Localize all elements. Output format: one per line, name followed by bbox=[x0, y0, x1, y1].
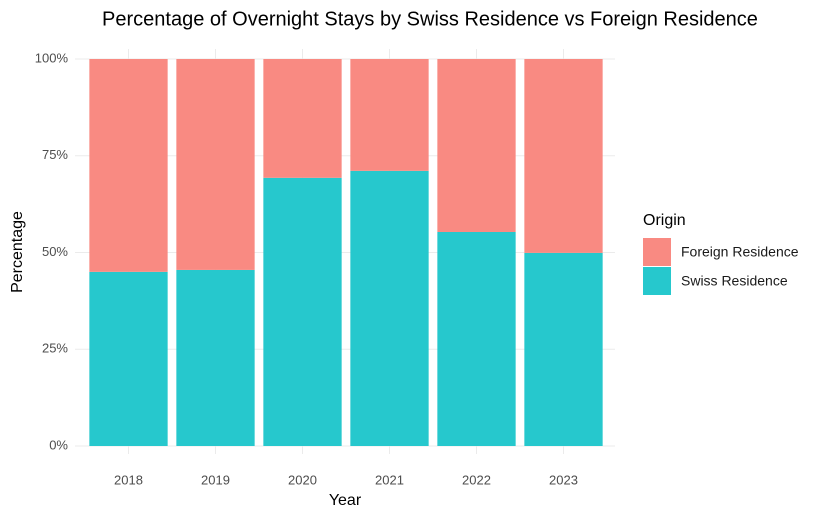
y-tick-label: 75% bbox=[42, 147, 68, 162]
bar-segment bbox=[350, 170, 429, 446]
bar-segment bbox=[524, 59, 603, 253]
bar-segment bbox=[176, 269, 255, 446]
y-tick-label: 100% bbox=[35, 50, 69, 65]
y-tick-label: 0% bbox=[49, 437, 68, 452]
x-tick-label: 2018 bbox=[114, 472, 143, 487]
bar-segment bbox=[524, 252, 603, 446]
x-tick-label: 2019 bbox=[201, 472, 230, 487]
x-tick-label: 2022 bbox=[462, 472, 491, 487]
legend-label: Foreign Residence bbox=[681, 244, 799, 260]
bar-segment bbox=[437, 231, 516, 446]
x-tick-label: 2020 bbox=[288, 472, 317, 487]
bar-segment bbox=[437, 59, 516, 232]
legend-title: Origin bbox=[643, 212, 686, 229]
bar-segment bbox=[89, 59, 168, 272]
legend-swatch bbox=[643, 238, 671, 266]
bar-segment bbox=[89, 271, 168, 446]
x-axis-title: Year bbox=[329, 492, 362, 509]
chart-title: Percentage of Overnight Stays by Swiss R… bbox=[102, 8, 758, 30]
bar-segment bbox=[350, 59, 429, 171]
x-tick-label: 2021 bbox=[375, 472, 404, 487]
y-tick-label: 50% bbox=[42, 244, 68, 259]
bar-segment bbox=[263, 177, 342, 446]
y-tick-label: 25% bbox=[42, 341, 68, 356]
bar-segment bbox=[263, 59, 342, 178]
bar-segment bbox=[176, 59, 255, 270]
y-axis-title: Percentage bbox=[9, 211, 26, 293]
legend-label: Swiss Residence bbox=[681, 273, 788, 289]
legend-swatch bbox=[643, 267, 671, 295]
x-tick-label: 2023 bbox=[549, 472, 578, 487]
